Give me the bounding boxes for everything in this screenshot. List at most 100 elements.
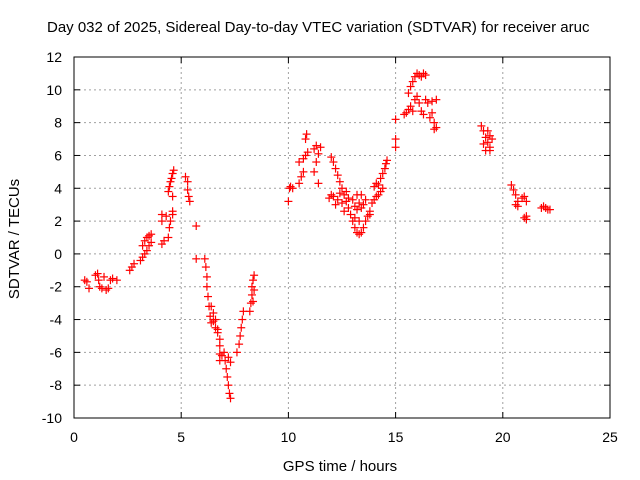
y-tick-label: -10	[42, 410, 62, 426]
data-point	[509, 185, 518, 194]
data-point	[338, 199, 346, 208]
data-point	[181, 172, 190, 181]
data-point	[406, 82, 415, 91]
data-point	[295, 158, 304, 167]
data-point	[541, 203, 550, 212]
data-point	[423, 98, 432, 107]
data-point	[142, 246, 151, 255]
data-point	[344, 203, 353, 212]
x-tick-label: 5	[177, 429, 185, 445]
data-point	[220, 348, 229, 357]
y-tick-label: -4	[50, 312, 63, 328]
data-point	[302, 130, 311, 139]
data-point	[202, 282, 211, 291]
data-point	[104, 284, 113, 293]
data-point	[355, 199, 364, 208]
data-point	[485, 146, 494, 155]
data-point	[331, 164, 340, 173]
data-point	[297, 172, 306, 181]
data-point	[247, 290, 256, 299]
data-point	[511, 190, 520, 199]
data-point	[157, 217, 166, 226]
data-point	[168, 207, 177, 216]
data-point	[408, 107, 417, 116]
data-point	[428, 108, 437, 117]
data-point	[329, 192, 338, 201]
data-point	[381, 159, 390, 168]
x-tick-label: 0	[70, 429, 78, 445]
data-point	[183, 177, 192, 186]
data-point	[145, 231, 154, 240]
data-point	[413, 92, 422, 101]
data-point	[378, 184, 387, 193]
data-point	[430, 125, 439, 134]
data-point	[357, 190, 366, 199]
data-point	[419, 110, 428, 119]
data-point	[355, 230, 364, 239]
data-point	[340, 207, 349, 216]
data-point	[284, 197, 293, 206]
data-point	[522, 197, 531, 206]
data-point	[160, 236, 169, 245]
data-point	[168, 169, 177, 178]
y-tick-label: -6	[50, 344, 63, 360]
data-point	[348, 195, 357, 204]
data-point	[391, 143, 400, 152]
y-tick-label: 4	[54, 180, 62, 196]
chart-title: Day 032 of 2025, Sidereal Day-to-day VTE…	[47, 19, 590, 36]
data-point	[365, 210, 374, 219]
data-point	[286, 182, 295, 191]
data-point	[85, 284, 94, 293]
data-point	[483, 126, 492, 135]
data-point	[479, 139, 488, 148]
data-point	[380, 164, 389, 173]
data-point	[94, 276, 103, 285]
data-point	[226, 358, 235, 367]
data-point	[513, 202, 522, 211]
data-point	[249, 276, 258, 285]
data-point	[432, 95, 441, 104]
data-point	[301, 135, 310, 144]
data-point	[338, 184, 346, 193]
data-point	[404, 89, 413, 98]
data-point	[346, 210, 355, 219]
data-point	[80, 276, 89, 285]
data-point	[236, 331, 245, 340]
data-point	[130, 259, 139, 268]
data-point	[507, 180, 516, 189]
data-point	[408, 77, 417, 86]
data-point	[333, 195, 342, 204]
axis-ticks	[73, 56, 611, 419]
x-tick-label: 15	[388, 429, 404, 445]
data-point	[185, 197, 194, 206]
data-point	[391, 135, 400, 144]
data-point	[147, 238, 156, 247]
data-point	[425, 113, 434, 122]
data-point	[428, 97, 437, 106]
data-point	[250, 286, 259, 295]
x-tick-label: 25	[602, 429, 618, 445]
data-point	[168, 192, 177, 201]
data-point	[226, 394, 235, 403]
data-point	[391, 115, 400, 124]
data-point	[314, 149, 323, 158]
data-point	[165, 182, 174, 191]
data-point	[312, 158, 321, 167]
data-point	[223, 372, 232, 381]
data-point	[415, 98, 424, 107]
data-point	[162, 212, 171, 221]
tick-labels: 0 5 10 15 20 25 -10 -8 -6 -4 -2 0 2 4 6 8 10 12	[42, 49, 618, 445]
data-point	[112, 276, 121, 285]
data-point	[342, 187, 351, 196]
data-points	[80, 69, 554, 403]
data-point	[383, 156, 392, 165]
data-point	[327, 153, 336, 162]
data-point	[249, 297, 258, 306]
data-point	[224, 381, 233, 390]
data-point	[238, 315, 247, 324]
data-point	[335, 177, 344, 186]
data-point	[359, 200, 368, 209]
data-point	[204, 292, 212, 301]
data-point	[335, 189, 344, 198]
data-point	[164, 187, 173, 196]
